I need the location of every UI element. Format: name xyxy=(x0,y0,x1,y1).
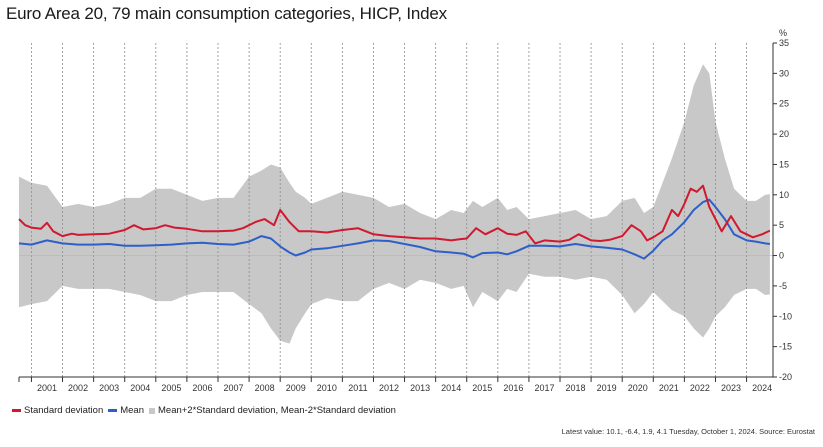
y-tick-label--20: -20 xyxy=(779,372,792,382)
legend-swatch-band xyxy=(149,407,155,414)
x-tick-label-2010: 2010 xyxy=(317,383,337,393)
mean-line xyxy=(18,198,771,260)
legend-label-mean: Mean xyxy=(120,405,144,416)
x-tick-label-2014: 2014 xyxy=(441,383,461,393)
x-tick-label-2008: 2008 xyxy=(255,383,275,393)
y-tick-label-0: 0 xyxy=(779,251,784,261)
band-layer xyxy=(19,64,770,344)
x-tick-label-2015: 2015 xyxy=(472,383,492,393)
y-unit-label: % xyxy=(779,28,787,38)
y-tick-label--15: -15 xyxy=(779,342,792,352)
band-area xyxy=(19,64,770,344)
legend-label-band: Mean+2*Standard deviation, Mean-2*Standa… xyxy=(158,405,396,416)
legend-item-mean: Mean xyxy=(108,405,144,416)
x-tick-label-2002: 2002 xyxy=(68,383,88,393)
y-tick-label-20: 20 xyxy=(779,129,789,139)
x-tick-label-2024: 2024 xyxy=(752,383,772,393)
x-tick-label-2016: 2016 xyxy=(503,383,523,393)
x-tick-label-2019: 2019 xyxy=(597,383,617,393)
chart-title: Euro Area 20, 79 main consumption catego… xyxy=(6,4,447,23)
y-tick-label-5: 5 xyxy=(779,220,784,230)
x-tick-label-2005: 2005 xyxy=(161,383,181,393)
x-tick-label-2018: 2018 xyxy=(566,383,586,393)
y-tick-label-10: 10 xyxy=(779,190,789,200)
y-tick-label-15: 15 xyxy=(779,159,789,169)
x-tick-label-2009: 2009 xyxy=(286,383,306,393)
legend-swatch-mean xyxy=(108,409,118,412)
x-tick-label-2011: 2011 xyxy=(348,383,367,393)
x-tick-label-2006: 2006 xyxy=(192,383,212,393)
legend-item-band: Mean+2*Standard deviation, Mean-2*Standa… xyxy=(149,405,396,416)
x-tick-label-2007: 2007 xyxy=(224,383,244,393)
line-layer xyxy=(18,184,771,260)
x-tick-label-2004: 2004 xyxy=(130,383,150,393)
y-tick-label--5: -5 xyxy=(779,281,787,291)
std-line xyxy=(18,184,771,245)
legend-item-std: Standard deviation xyxy=(12,405,103,416)
x-tick-label-2003: 2003 xyxy=(99,383,119,393)
footnote: Latest value: 10.1, -6.4, 1.9, 4.1 Tuesd… xyxy=(561,427,815,436)
x-tick-label-2021: 2021 xyxy=(659,383,679,393)
legend: Standard deviation Mean Mean+2*Standard … xyxy=(12,405,401,416)
x-tick-label-2020: 2020 xyxy=(628,383,648,393)
x-tick-label-2012: 2012 xyxy=(379,383,399,393)
x-tick-label-2017: 2017 xyxy=(534,383,554,393)
axis-layer: -20 -15 -10 -5 0 5 10 15 20 25 30 35% 2001 2002 2003 20… xyxy=(18,28,792,393)
x-tick-label-2013: 2013 xyxy=(410,383,430,393)
y-tick-label-30: 30 xyxy=(779,68,789,78)
x-tick-label-2023: 2023 xyxy=(721,383,741,393)
y-tick-label-35: 35 xyxy=(779,38,789,48)
x-tick-label-2022: 2022 xyxy=(690,383,710,393)
x-tick-label-2001: 2001 xyxy=(37,383,57,393)
legend-swatch-std xyxy=(12,409,21,412)
y-tick-label--10: -10 xyxy=(779,311,792,321)
legend-label-std: Standard deviation xyxy=(24,405,104,416)
y-tick-label-25: 25 xyxy=(779,99,789,109)
